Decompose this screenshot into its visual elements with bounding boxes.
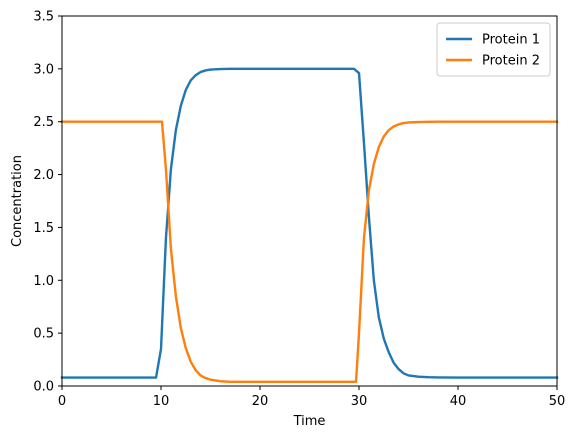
y-tick-label: 0.5	[33, 327, 54, 342]
x-tick-label: 20	[252, 394, 269, 409]
plot-area	[62, 16, 557, 386]
x-tick-label: 40	[450, 394, 467, 409]
x-tick-label: 10	[153, 394, 170, 409]
x-tick-label: 50	[549, 394, 566, 409]
axes-layer: 0 10 20 30 40 50 0.0 0.5 1.0 1.5 2.0 2.5 3.0 3.5	[33, 10, 565, 410]
y-tick-label: 3.5	[33, 10, 54, 25]
series-layer	[60, 67, 559, 383]
series-line-protein-2	[60, 120, 559, 383]
x-axis-label: Time	[293, 414, 326, 429]
plot-background	[62, 16, 557, 386]
y-tick-label: 2.5	[33, 115, 54, 130]
legend: Protein 1 Protein 2	[436, 22, 551, 77]
legend-label-protein-1: Protein 1	[482, 33, 540, 48]
x-tick-label: 0	[58, 394, 66, 409]
y-tick-label: 1.0	[33, 274, 54, 289]
y-tick-label: 1.5	[33, 221, 54, 236]
y-tick-label: 0.0	[33, 380, 54, 395]
x-tick-label: 30	[351, 394, 368, 409]
y-axis-label: Concentration	[10, 155, 25, 247]
axes-frame	[61, 15, 558, 387]
legend-box	[436, 22, 551, 77]
series-line-protein-1	[60, 67, 559, 379]
y-tick-label: 3.0	[33, 62, 54, 77]
y-tick-label: 2.0	[33, 168, 54, 183]
legend-label-protein-2: Protein 2	[482, 54, 540, 69]
